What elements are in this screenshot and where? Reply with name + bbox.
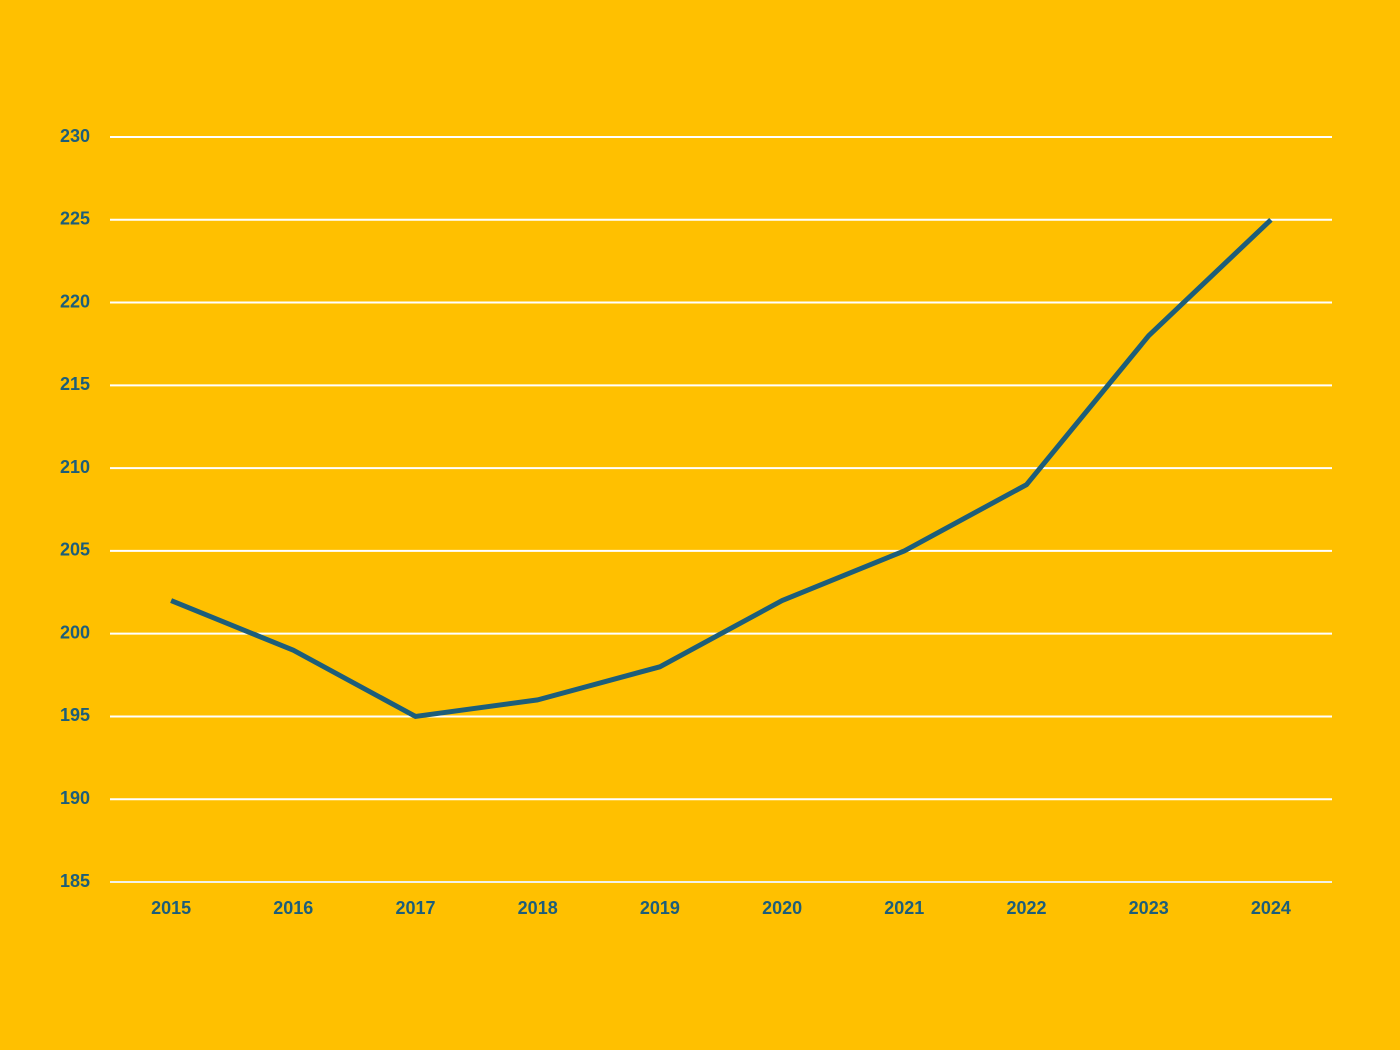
x-tick-label: 2024 — [1251, 898, 1291, 918]
x-tick-label: 2023 — [1129, 898, 1169, 918]
x-tick-label: 2019 — [640, 898, 680, 918]
y-tick-label: 195 — [60, 705, 90, 725]
y-tick-label: 225 — [60, 209, 90, 229]
x-tick-label: 2021 — [884, 898, 924, 918]
y-tick-label: 230 — [60, 126, 90, 146]
x-tick-label: 2020 — [762, 898, 802, 918]
y-tick-label: 205 — [60, 540, 90, 560]
y-tick-label: 210 — [60, 457, 90, 477]
x-tick-label: 2018 — [518, 898, 558, 918]
x-tick-label: 2016 — [273, 898, 313, 918]
x-tick-label: 2022 — [1006, 898, 1046, 918]
y-tick-label: 190 — [60, 788, 90, 808]
y-tick-label: 215 — [60, 374, 90, 394]
x-tick-label: 2017 — [395, 898, 435, 918]
y-tick-label: 200 — [60, 622, 90, 642]
y-tick-label: 220 — [60, 291, 90, 311]
data-line — [170, 217, 1273, 719]
x-tick-label: 2015 — [151, 898, 191, 918]
y-tick-label: 185 — [60, 871, 90, 891]
